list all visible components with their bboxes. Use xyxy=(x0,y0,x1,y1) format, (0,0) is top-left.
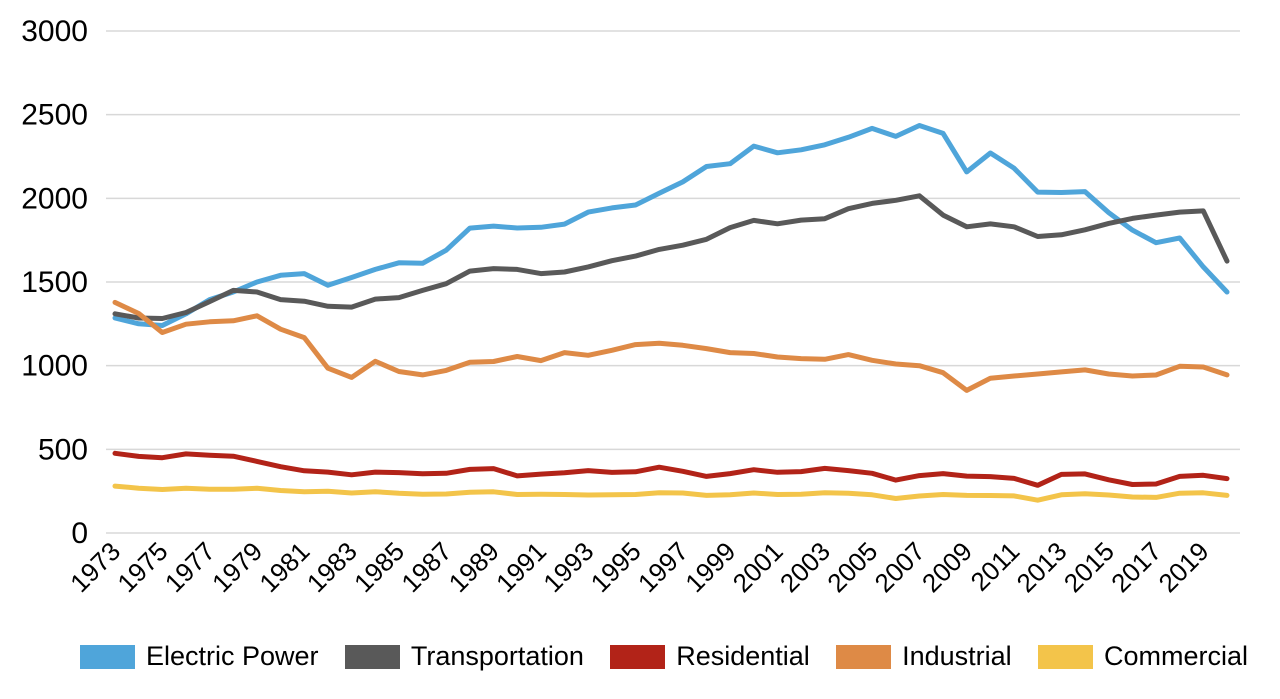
x-tick-label: 2007 xyxy=(869,536,931,598)
legend-label-electric-power: Electric Power xyxy=(146,641,319,671)
y-tick-label: 1500 xyxy=(21,266,88,299)
legend-item-transportation: Transportation xyxy=(344,641,584,672)
x-axis-labels: 1973197519771979198119831985198719891991… xyxy=(64,536,1214,598)
gridlines xyxy=(106,30,1240,534)
legend-swatch-industrial xyxy=(836,644,892,669)
line-transportation xyxy=(112,193,1230,321)
line-electric-power xyxy=(112,123,1230,328)
x-tick-label: 2015 xyxy=(1058,536,1120,598)
legend-label-transportation: Transportation xyxy=(410,641,584,671)
legend-swatch-transportation xyxy=(344,644,400,669)
x-tick-label: 2011 xyxy=(965,536,1026,597)
x-tick-label: 2009 xyxy=(916,536,978,598)
line-commercial xyxy=(112,483,1230,503)
legend-item-industrial: Industrial xyxy=(836,641,1012,672)
chart-canvas: 0 500 1000 1500 2000 2500 3000 1973197519771979… xyxy=(21,15,1240,598)
x-tick-label: 1983 xyxy=(301,536,363,598)
legend-swatch-electric-power xyxy=(80,644,135,669)
x-tick-label: 1987 xyxy=(395,536,457,598)
y-tick-label: 2500 xyxy=(21,99,88,132)
x-tick-label: 1993 xyxy=(537,536,599,598)
x-tick-label: 1975 xyxy=(111,536,173,598)
y-tick-label: 2000 xyxy=(21,182,88,215)
y-tick-label: 1000 xyxy=(21,350,88,383)
y-tick-label: 500 xyxy=(38,433,88,466)
y-axis-labels: 0 500 1000 1500 2000 2500 3000 xyxy=(21,15,88,550)
x-tick-label: 1997 xyxy=(632,536,694,598)
x-tick-label: 1991 xyxy=(490,536,552,598)
legend-swatch-commercial xyxy=(1037,644,1093,669)
x-tick-label: 1989 xyxy=(443,536,505,598)
x-tick-label: 1977 xyxy=(159,536,221,598)
x-tick-label: 2017 xyxy=(1105,536,1167,598)
x-tick-label: 1981 xyxy=(253,536,315,598)
line-industrial xyxy=(112,299,1230,393)
x-tick-label: 2005 xyxy=(821,536,883,598)
legend-swatch-residential xyxy=(610,644,666,669)
x-tick-label: 1999 xyxy=(679,536,741,598)
legend-item-commercial: Commercial xyxy=(1037,641,1248,672)
y-tick-label: 3000 xyxy=(21,15,88,48)
x-tick-label: 1985 xyxy=(348,536,410,598)
line-residential xyxy=(112,450,1230,488)
x-tick-label: 2013 xyxy=(1011,536,1073,598)
x-tick-label: 2001 xyxy=(727,536,789,598)
x-tick-label: 2003 xyxy=(774,536,836,598)
legend-label-residential: Residential xyxy=(676,641,810,671)
y-tick-label: 0 xyxy=(71,517,88,550)
legend-item-electric-power: Electric Power xyxy=(80,641,319,672)
x-tick-label: 1995 xyxy=(585,536,647,598)
legend-item-residential: Residential xyxy=(610,641,810,672)
legend-label-commercial: Commercial xyxy=(1103,641,1248,671)
x-tick-label: 1979 xyxy=(206,536,268,598)
x-tick-label: 2019 xyxy=(1152,536,1214,598)
chart-legend: Electric Power Transportation Residential I… xyxy=(80,641,1248,672)
legend-label-industrial: Industrial xyxy=(902,641,1012,671)
